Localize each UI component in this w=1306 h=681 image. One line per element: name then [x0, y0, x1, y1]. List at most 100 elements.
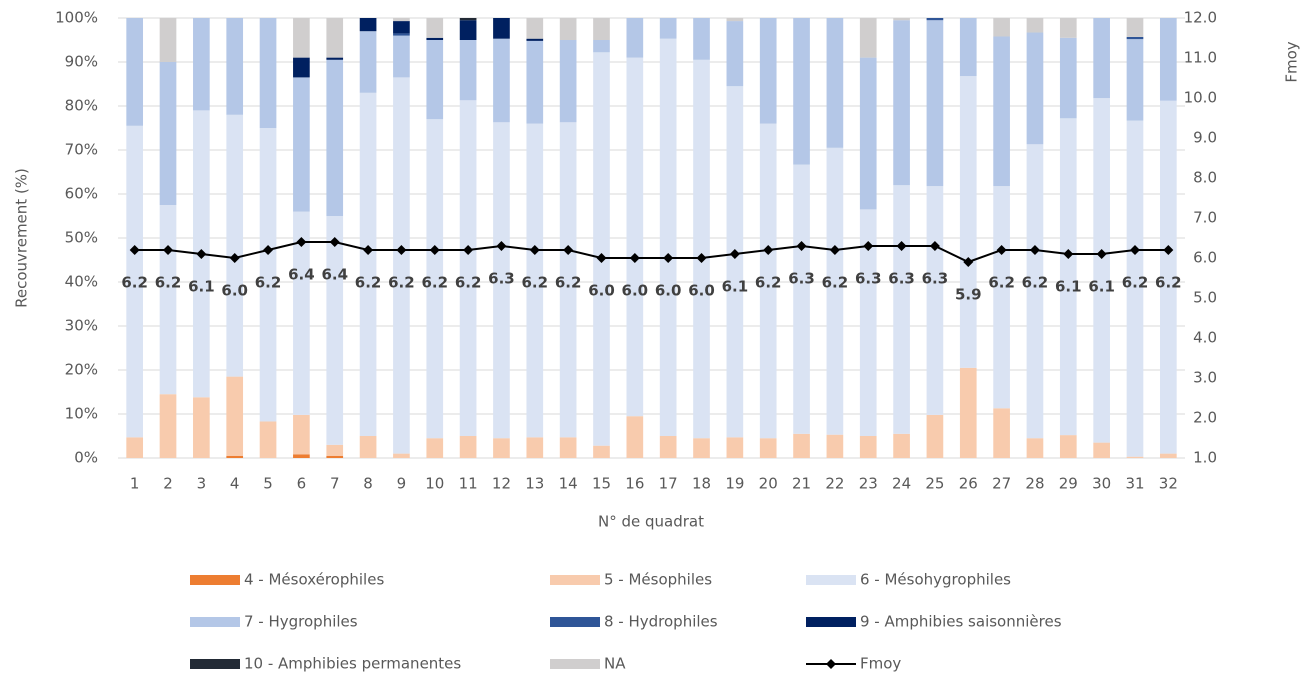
bar-segment — [759, 18, 777, 124]
bar-segment — [159, 62, 177, 205]
bar-segment — [893, 433, 910, 458]
marker — [829, 245, 840, 255]
data-label: 6.2 — [1155, 274, 1182, 292]
bar-segment — [526, 38, 544, 41]
data-label: 6.0 — [622, 282, 649, 300]
bar-segment — [559, 122, 577, 438]
marker — [796, 241, 807, 251]
y2-tick-label: 10.0 — [1184, 89, 1217, 107]
data-label: 6.2 — [555, 274, 582, 292]
y2-tick-label: 5.0 — [1193, 289, 1217, 307]
legend-swatch — [190, 617, 240, 627]
x-tick-label: 32 — [1159, 475, 1178, 493]
legend-swatch — [806, 617, 856, 627]
bar-segment — [793, 18, 810, 165]
x-tick-label: 29 — [1059, 475, 1078, 493]
x-tick-label: 10 — [425, 475, 444, 493]
data-label: 6.2 — [255, 274, 282, 292]
legend-label: 4 - Mésoxérophiles — [244, 571, 384, 589]
bar-segment — [359, 92, 377, 437]
y-tick-label: 10% — [65, 405, 98, 423]
y-axis-title: Recouvrement (%) — [13, 168, 31, 308]
x-tick-label: 31 — [1125, 475, 1144, 493]
bar-segment — [1093, 98, 1110, 443]
x-tick-label: 6 — [297, 475, 307, 493]
marker — [329, 237, 340, 247]
bar-segment — [126, 125, 144, 438]
data-label: 6.2 — [388, 274, 415, 292]
bar-segment — [259, 421, 277, 458]
y-tick-label: 30% — [65, 317, 98, 335]
marker — [963, 257, 974, 267]
bar-segment — [259, 128, 277, 422]
x-tick-label: 21 — [792, 475, 811, 493]
bar-segment — [1093, 18, 1110, 99]
bar-segment — [226, 114, 244, 377]
data-label: 6.3 — [888, 270, 915, 288]
bar-segment — [959, 76, 977, 368]
bar-segment — [426, 40, 444, 120]
bar-segment — [926, 20, 944, 187]
marker — [996, 245, 1007, 255]
bar-segment — [926, 18, 944, 21]
marker — [929, 241, 940, 251]
y-tick-label: 70% — [65, 141, 98, 159]
bar-segment — [559, 18, 577, 40]
marker — [129, 245, 140, 255]
marker — [263, 245, 274, 255]
bar-segment — [359, 436, 377, 458]
marker — [529, 245, 540, 255]
data-label: 6.2 — [155, 274, 182, 292]
x-tick-label: 7 — [330, 475, 340, 493]
x-tick-label: 18 — [692, 475, 711, 493]
bar-segment — [926, 186, 944, 415]
data-label: 6.2 — [1022, 274, 1049, 292]
x-tick-label: 24 — [892, 475, 911, 493]
bar-segment — [659, 18, 677, 39]
y2-tick-label: 9.0 — [1193, 129, 1217, 147]
bar-segment — [393, 33, 410, 36]
bar-segment — [193, 397, 210, 458]
marker — [563, 245, 574, 255]
data-label: 6.3 — [488, 270, 515, 288]
bar-segment — [159, 18, 177, 62]
x-axis-title: N° de quadrat — [598, 513, 704, 531]
marker — [1063, 249, 1074, 259]
bar-segment — [893, 18, 910, 21]
data-label: 6.2 — [121, 274, 148, 292]
data-label: 6.2 — [822, 274, 849, 292]
y2-tick-label: 2.0 — [1193, 409, 1217, 427]
bar-segment — [993, 186, 1010, 409]
bar-segment — [993, 36, 1010, 187]
bar-segment — [593, 52, 610, 446]
marker — [663, 253, 674, 263]
bar-segment — [793, 433, 810, 458]
bar-segment — [459, 40, 477, 101]
marker — [1096, 249, 1107, 259]
marker — [763, 245, 774, 255]
data-label: 6.3 — [855, 270, 882, 288]
marker — [1163, 245, 1174, 255]
data-label: 6.0 — [221, 282, 248, 300]
marker — [596, 253, 607, 263]
y-tick-label: 90% — [65, 53, 98, 71]
y-tick-label: 100% — [55, 9, 98, 27]
bar-segment — [526, 123, 544, 438]
y2-tick-label: 11.0 — [1184, 49, 1217, 67]
x-tick-label: 5 — [263, 475, 273, 493]
x-tick-label: 28 — [1025, 475, 1044, 493]
data-label: 6.1 — [722, 278, 749, 296]
bar-segment — [893, 20, 910, 186]
bar-segment — [759, 438, 777, 458]
bar-segment — [1126, 36, 1144, 40]
y2-tick-label: 7.0 — [1193, 209, 1217, 227]
bar-segment — [326, 59, 344, 216]
x-tick-label: 4 — [230, 475, 240, 493]
legend-swatch — [190, 575, 240, 585]
marker — [729, 249, 740, 259]
data-label: 6.2 — [755, 274, 782, 292]
bar-segment — [1126, 456, 1144, 458]
bar-segment — [393, 18, 410, 22]
bar-segment — [426, 438, 444, 458]
y2-tick-label: 1.0 — [1193, 449, 1217, 467]
